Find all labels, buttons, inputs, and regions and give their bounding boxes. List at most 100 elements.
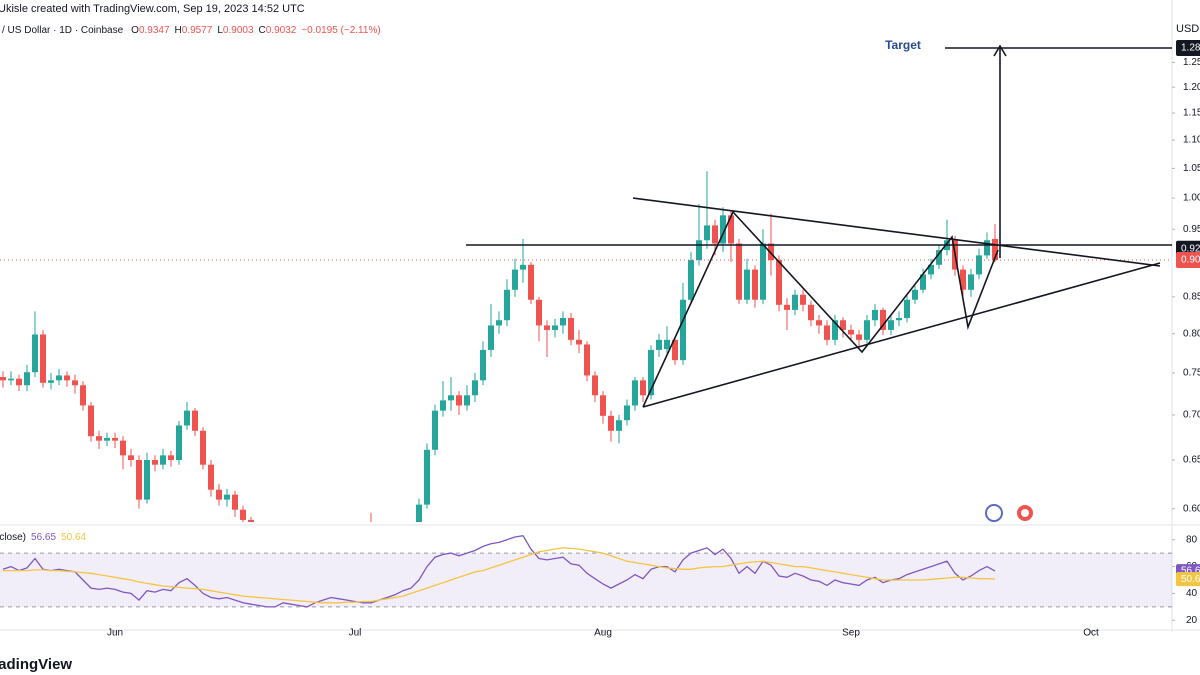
candle-body <box>416 504 422 522</box>
y-tick-label: 1.1500 <box>1183 108 1200 119</box>
candle-body <box>176 425 182 461</box>
candle-body <box>96 436 102 441</box>
candle-body <box>824 325 830 340</box>
candle-body <box>200 430 206 465</box>
candle-body <box>784 304 790 310</box>
candle-body <box>624 405 630 421</box>
y-tick-label: 0.7000 <box>1183 410 1200 421</box>
candle-body <box>440 400 446 411</box>
candle-body <box>560 317 566 326</box>
rsi-pane <box>0 534 1172 608</box>
candle-body <box>184 410 190 426</box>
candle-body <box>448 395 454 401</box>
candle-body <box>216 489 222 500</box>
currency: USD <box>1176 23 1199 35</box>
candle-body <box>936 250 942 265</box>
candle-body <box>144 460 150 500</box>
candle-body <box>880 309 886 330</box>
candle-body <box>64 375 70 381</box>
ohlc-value: 0.9577 <box>182 25 213 36</box>
y-tick-label: 0.7500 <box>1183 368 1200 379</box>
y-tick-label: 20 <box>1186 615 1198 626</box>
candle-body <box>856 334 862 340</box>
icon <box>1021 509 1029 517</box>
rsi-title: (close) <box>0 532 26 543</box>
candle-body <box>792 294 798 310</box>
icon <box>985 504 1003 522</box>
upper-trendline <box>632 197 1161 267</box>
candle-body <box>800 294 806 305</box>
candle-body <box>600 395 606 416</box>
candle-body <box>128 455 134 461</box>
rsi-line <box>2 534 996 608</box>
rsi-legend: (close) 56.65 50.64 <box>0 532 87 543</box>
candle-body <box>488 325 494 350</box>
candle-body <box>960 269 966 290</box>
candle-body <box>80 385 86 406</box>
candle-body <box>752 269 758 300</box>
icons <box>985 504 1033 522</box>
candle-body <box>120 440 126 456</box>
candle-body <box>456 395 462 406</box>
candle-body <box>912 289 918 300</box>
price-mark-box <box>1176 251 1200 268</box>
candle-body <box>224 494 230 500</box>
x-tick-label: Jul <box>349 628 362 639</box>
candle-body <box>632 380 638 406</box>
candle-body <box>984 240 990 256</box>
candle-body <box>584 344 590 376</box>
candle-body <box>48 380 54 383</box>
candle-body <box>832 320 838 340</box>
candle-body <box>248 519 254 522</box>
target-label: Target <box>885 38 921 52</box>
candle-body <box>56 375 62 381</box>
candle-body <box>848 329 854 335</box>
candle-body <box>896 317 902 321</box>
y-tick-label: 1.0500 <box>1183 163 1200 174</box>
candle-body <box>104 437 110 441</box>
candle-body <box>232 494 238 510</box>
lower-trendline <box>642 262 1161 408</box>
candle-body <box>592 375 598 396</box>
attribution: Ukisle created with TradingView.com, Sep… <box>0 3 305 15</box>
candle-body <box>464 395 470 406</box>
y-tick-label: 1.2000 <box>1183 82 1200 93</box>
candle-body <box>240 509 246 520</box>
ohlc-value: 0.9003 <box>223 25 254 36</box>
y-tick-label: 0.9500 <box>1183 224 1200 235</box>
candle-body <box>664 339 670 350</box>
candle-body <box>760 243 766 300</box>
y-tick-label: 40 <box>1186 588 1198 599</box>
candle-body <box>704 225 710 241</box>
price-mark-box <box>1176 39 1200 56</box>
rsi-value-box <box>1176 572 1200 587</box>
drawings <box>466 44 1172 408</box>
candle-body <box>688 260 694 300</box>
candle-body <box>776 260 782 305</box>
zigzag <box>642 210 999 408</box>
candle-body <box>648 349 654 396</box>
y-tick-label: 1.1000 <box>1183 135 1200 146</box>
candle-body <box>728 215 734 244</box>
candle-body <box>976 255 982 275</box>
candle-body <box>872 309 878 321</box>
ohlc-key: H <box>175 25 182 36</box>
y-tick-label: 80 <box>1186 534 1198 545</box>
candle-body <box>520 264 526 270</box>
candle-body <box>24 372 30 386</box>
candle-body <box>472 380 478 396</box>
rsi-legend-value: 56.65 <box>31 532 56 543</box>
candle-body <box>528 264 534 300</box>
price-mark-label: 1.2800 <box>1181 43 1200 54</box>
candle-body <box>576 339 582 345</box>
candle-body <box>720 215 726 244</box>
candle-body <box>672 339 678 361</box>
candle-body <box>160 455 166 465</box>
candle-body <box>512 269 518 290</box>
symbol: / US Dollar · 1D · Coinbase <box>2 25 124 36</box>
price-mark-label: 0.9032 <box>1181 255 1200 266</box>
candle-body <box>680 299 686 361</box>
x-tick-label: Jun <box>107 628 123 639</box>
candle-body <box>432 410 438 450</box>
